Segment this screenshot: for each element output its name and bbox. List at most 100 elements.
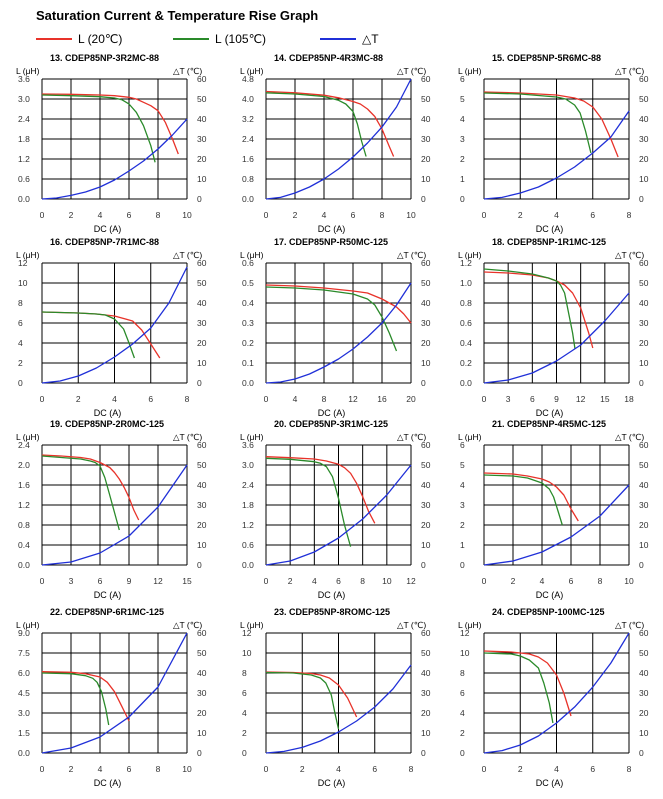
y-tick-label: 2.0 <box>18 460 30 470</box>
x-tick-label: 12 <box>406 576 416 586</box>
x-tick-label: 8 <box>598 576 603 586</box>
y2-tick-label: 40 <box>639 298 649 308</box>
x-tick-label: 8 <box>409 764 414 774</box>
x-tick-label: 8 <box>156 210 161 220</box>
x-axis-label: DC (A) <box>94 778 122 788</box>
chart-title: 17. CDEP85NP-R50MC-125 <box>274 237 388 247</box>
y-tick-label: 0 <box>460 560 465 570</box>
series-line-dt <box>41 464 188 566</box>
y2-tick-label: 10 <box>421 540 431 550</box>
y-tick-label: 2 <box>460 520 465 530</box>
series-line-dt <box>41 118 188 200</box>
y-tick-label: 4 <box>18 338 23 348</box>
y-tick-label: 7.5 <box>18 648 30 658</box>
y-tick-label: 1.0 <box>460 278 472 288</box>
y-tick-label: 9.0 <box>18 628 30 638</box>
y2-tick-label: 40 <box>421 298 431 308</box>
x-tick-label: 0 <box>40 764 45 774</box>
x-tick-label: 0 <box>264 210 269 220</box>
x-tick-label: 4 <box>554 210 559 220</box>
y-tick-label: 4.5 <box>18 688 30 698</box>
chart-title: 23. CDEP85NP-8ROMC-125 <box>274 607 390 617</box>
y2-tick-label: 40 <box>197 298 207 308</box>
x-tick-label: 6 <box>127 210 132 220</box>
x-tick-label: 4 <box>554 764 559 774</box>
x-tick-label: 0 <box>482 394 487 404</box>
series-line-dt <box>483 292 630 384</box>
x-tick-label: 2 <box>288 576 293 586</box>
y-tick-label: 6 <box>242 688 247 698</box>
series-line-l20 <box>483 472 579 522</box>
y2-tick-label: 30 <box>639 134 649 144</box>
series-line-l20 <box>265 284 412 324</box>
y2-tick-label: 10 <box>639 358 649 368</box>
series-line-dt <box>41 632 188 754</box>
series-line-l105 <box>265 457 352 547</box>
series-line-l105 <box>41 311 136 359</box>
y2-tick-label: 30 <box>197 318 207 328</box>
x-tick-label: 10 <box>382 576 392 586</box>
y2-tick-label: 40 <box>197 668 207 678</box>
x-tick-label: 12 <box>153 576 163 586</box>
series-line-dt <box>265 464 412 566</box>
series-line-l20 <box>483 91 619 158</box>
y-axis-label: L (μH) <box>240 432 264 442</box>
series-line-l20 <box>483 271 594 349</box>
y-tick-label: 1.2 <box>18 500 30 510</box>
y2-tick-label: 0 <box>421 560 426 570</box>
chart-panel: 16. CDEP85NP-7R1MC-88L (μH) △T (℃)0 2 4 6 802… <box>16 237 207 418</box>
y-tick-label: 6 <box>460 440 465 450</box>
y2-tick-label: 0 <box>421 194 426 204</box>
y2-tick-label: 10 <box>197 540 207 550</box>
chart-panel: 13. CDEP85NP-3R2MC-88 L (μH) △T (℃) 0 2 4 6 8 10… <box>16 53 207 234</box>
y2-axis-label: △T (℃) <box>173 66 202 76</box>
y2-tick-label: 0 <box>197 748 202 758</box>
y2-tick-label: 20 <box>639 338 649 348</box>
x-tick-label: 4 <box>336 764 341 774</box>
y2-tick-label: 50 <box>197 460 207 470</box>
y-axis-label: L (μH) <box>16 250 40 260</box>
x-tick-label: 16 <box>377 394 387 404</box>
y-tick-label: 3.0 <box>18 94 30 104</box>
x-tick-label: 0 <box>40 576 45 586</box>
y2-tick-label: 50 <box>639 460 649 470</box>
x-tick-label: 2 <box>300 764 305 774</box>
y-tick-label: 0.1 <box>242 358 254 368</box>
y2-tick-label: 0 <box>639 378 644 388</box>
y-axis-label: L (μH) <box>16 66 40 76</box>
x-tick-label: 4 <box>293 394 298 404</box>
y2-tick-label: 10 <box>639 728 649 738</box>
y2-tick-label: 0 <box>197 194 202 204</box>
y-tick-label: 12 <box>18 258 28 268</box>
y-axis-label: L (μH) <box>458 620 482 630</box>
y2-tick-label: 60 <box>197 74 207 84</box>
x-tick-label: 8 <box>627 764 632 774</box>
y2-tick-label: 50 <box>421 648 431 658</box>
y-axis-label: L (μH) <box>16 432 40 442</box>
y-tick-label: 10 <box>460 648 470 658</box>
y2-tick-label: 20 <box>639 708 649 718</box>
y-tick-label: 10 <box>18 278 28 288</box>
chart-panel: 19. CDEP85NP-2R0MC-125 L (μH) △T (℃) 0 3 6 9 12… <box>16 419 207 600</box>
y2-axis-label: △T (℃) <box>615 620 644 630</box>
y2-tick-label: 60 <box>197 628 207 638</box>
x-tick-label: 18 <box>624 394 634 404</box>
x-tick-label: 6 <box>127 764 132 774</box>
legend-label-3: △T <box>362 32 379 46</box>
y-tick-label: 1.2 <box>18 154 30 164</box>
x-tick-label: 2 <box>293 210 298 220</box>
y-tick-label: 0.8 <box>18 520 30 530</box>
y2-tick-label: 10 <box>197 358 207 368</box>
y2-axis-label: △T (℃) <box>397 620 426 630</box>
x-tick-label: 6 <box>372 764 377 774</box>
y2-tick-label: 30 <box>421 318 431 328</box>
y-tick-label: 0.6 <box>242 540 254 550</box>
x-axis-label: DC (A) <box>318 590 346 600</box>
y-tick-label: 4 <box>460 480 465 490</box>
y-tick-label: 6 <box>460 74 465 84</box>
y2-axis-label: △T (℃) <box>615 66 644 76</box>
x-axis-label: DC (A) <box>318 224 346 234</box>
x-axis-label: DC (A) <box>94 590 122 600</box>
x-tick-label: 9 <box>554 394 559 404</box>
x-tick-label: 6 <box>590 210 595 220</box>
